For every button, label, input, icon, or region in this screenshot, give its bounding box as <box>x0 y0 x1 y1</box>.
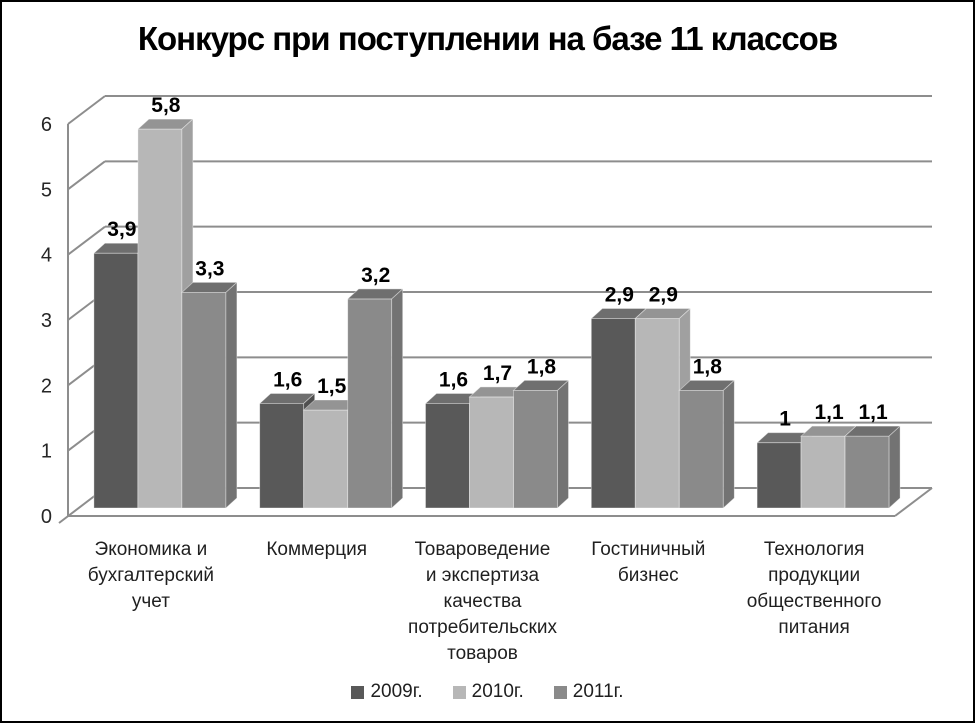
bar-front-face <box>181 292 227 509</box>
legend-swatch-2010 <box>452 685 466 699</box>
bar-front-face <box>303 409 349 509</box>
legend-swatch-2009 <box>351 685 365 699</box>
value-label: 5,8 <box>151 94 181 117</box>
value-label: 1,6 <box>273 368 302 391</box>
gridline-diagonal <box>67 225 106 256</box>
bar-front-face <box>800 435 846 509</box>
value-label: 2,9 <box>605 284 634 307</box>
bar-2011г.-cat5 <box>844 425 902 509</box>
category-label: Товароведение и экспертиза качества потр… <box>408 539 557 664</box>
bar-front-face <box>844 435 890 509</box>
category-label: Коммерция <box>266 539 368 560</box>
chart-title: Конкурс при поступлении на базе 11 класс… <box>137 20 838 57</box>
category-label: Экономика и бухгалтерский учет <box>87 539 215 612</box>
legend-item: 2011г. <box>553 681 624 703</box>
value-label: 3,2 <box>361 264 390 287</box>
value-label: 3,9 <box>107 218 136 241</box>
legend-label: 2010г. <box>471 681 524 702</box>
y-tick-label: 0 <box>41 506 52 528</box>
bar-front-face <box>259 403 305 509</box>
bar-2011г.-cat3 <box>512 379 570 509</box>
value-label: 1,1 <box>858 401 888 424</box>
bar-2011г.-cat1 <box>180 281 238 509</box>
category-label: Гостиничный бизнес <box>591 539 706 586</box>
value-label: 1,5 <box>317 375 347 398</box>
bar-2011г.-cat2 <box>346 288 404 509</box>
bar-front-face <box>634 318 680 509</box>
bar-side-face <box>391 288 404 509</box>
value-label: 1,8 <box>693 355 723 378</box>
bar-front-face <box>425 403 470 509</box>
y-tick-label: 5 <box>41 179 52 201</box>
legend-label: 2011г. <box>572 681 624 702</box>
bar-side-face <box>557 379 569 509</box>
bar-side-face <box>225 281 238 509</box>
legend-item: 2009г. <box>351 681 423 703</box>
bar-front-face <box>347 298 393 509</box>
value-label: 1,8 <box>527 355 557 378</box>
bar-front-face <box>513 390 558 509</box>
bar-front-face <box>137 128 183 509</box>
bar-side-face <box>888 425 901 509</box>
y-tick-label: 1 <box>41 441 52 463</box>
value-label: 1,1 <box>814 401 844 424</box>
legend-label: 2009г. <box>370 681 423 702</box>
value-label: 3,3 <box>195 257 224 280</box>
bar-front-face <box>469 396 514 509</box>
value-label: 1,7 <box>483 362 512 385</box>
y-tick-label: 3 <box>41 310 52 332</box>
bar-front-face <box>93 252 139 509</box>
legend-item: 2010г. <box>452 681 524 703</box>
y-tick-label: 6 <box>41 114 52 136</box>
gridline-diagonal <box>67 95 106 125</box>
y-tick-label: 2 <box>41 375 52 397</box>
y-tick-label: 4 <box>41 245 52 267</box>
legend: 2009г. 2010г. 2011г. <box>2 681 973 703</box>
value-label: 1,6 <box>439 368 468 391</box>
bar-2011г.-cat4 <box>678 379 736 509</box>
bar-front-face <box>756 442 802 509</box>
value-label: 1 <box>779 408 791 431</box>
bar-front-face <box>678 390 724 509</box>
bar-side-face <box>722 379 735 509</box>
bar-front-face <box>590 318 636 509</box>
floor-right-edge <box>894 487 933 517</box>
legend-swatch-2011 <box>553 685 567 699</box>
category-label: Технология продукции общественного питан… <box>746 539 882 638</box>
value-label: 2,9 <box>649 284 678 307</box>
gridline-diagonal <box>67 160 106 191</box>
